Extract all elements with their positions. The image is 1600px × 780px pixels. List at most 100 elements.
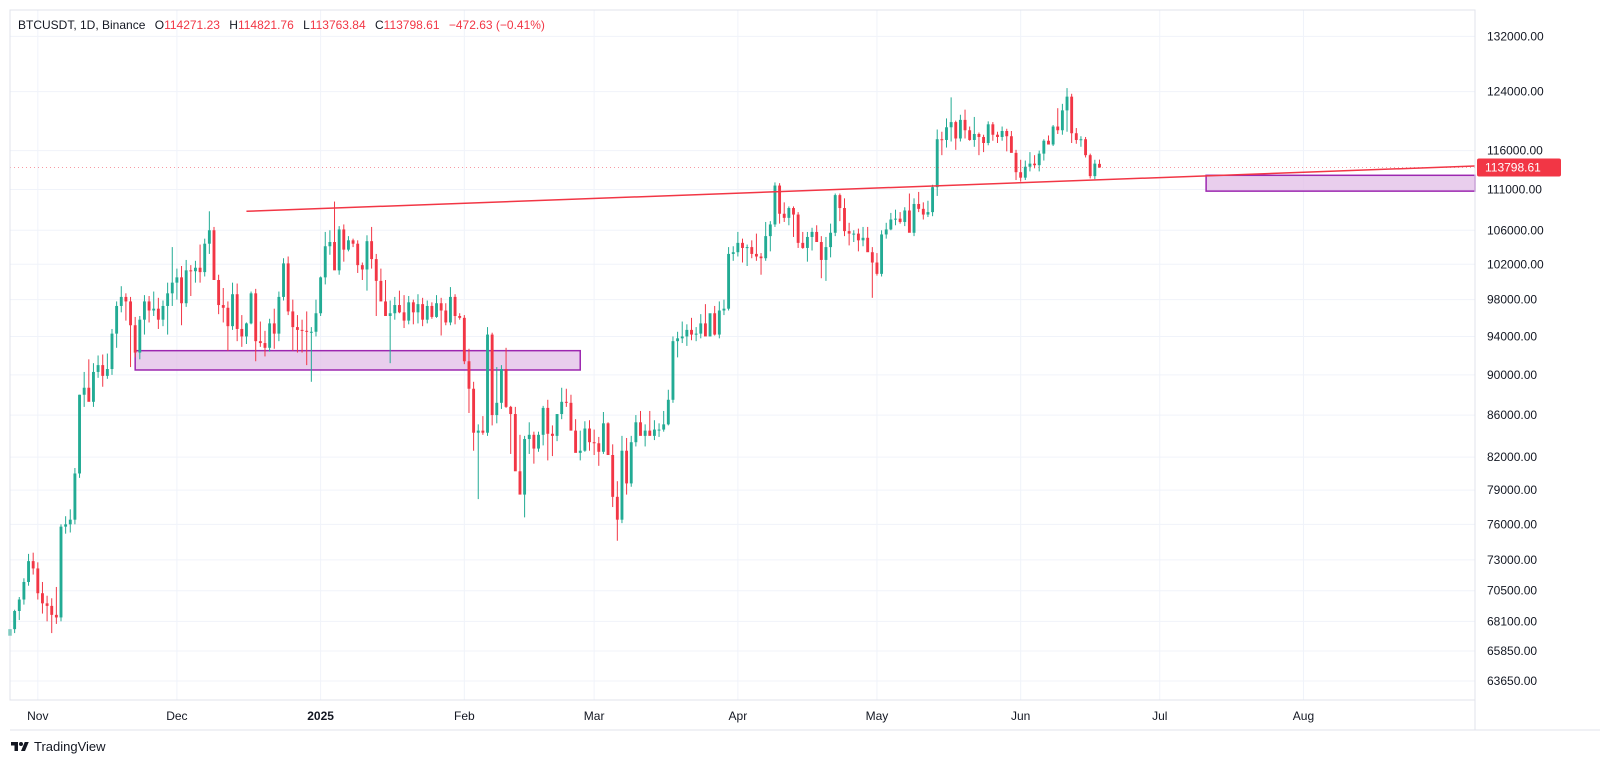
candle [272,308,276,349]
candle-body [954,122,958,139]
candle-body [356,243,360,266]
candle-body [1042,140,1046,154]
candle [245,322,248,345]
candle-body [217,279,221,306]
y-tick-label: 65850.00 [1487,644,1537,658]
candle [365,235,369,291]
y-tick-label: 79000.00 [1487,483,1537,497]
candle-body [1088,155,1092,177]
candle [949,97,953,142]
last-price-badge [1477,158,1561,177]
candle [295,315,299,353]
candle [235,283,239,342]
candle-body [365,241,369,270]
candle-body [402,312,406,321]
candle-body [1047,140,1050,145]
chart-grid [10,10,1475,700]
candle [212,226,216,280]
candle [532,431,536,464]
candle-body [935,139,939,188]
candle-body [601,423,605,452]
candle-body [666,399,670,425]
candle [194,260,197,283]
candle-body [1014,152,1018,173]
candle [606,422,610,456]
candle-body [833,195,837,233]
candle-body [166,293,170,306]
candle [305,311,309,366]
candle-body [972,133,976,140]
candle-body [703,323,707,337]
candle [282,258,285,301]
candle-body [458,316,462,318]
candle-body [291,311,295,328]
candle [523,435,527,518]
candle [639,410,642,436]
x-tick-label: Apr [729,709,748,723]
candle-body [982,136,986,143]
candle-body [907,210,911,233]
candle-body [1074,133,1078,140]
candle [370,226,374,269]
candle-body [490,334,494,416]
candle-body [810,231,814,237]
candle [884,222,888,239]
candle [166,282,170,335]
candle-body [861,237,865,241]
candle [1028,152,1032,172]
candle-body [254,293,258,342]
candle [110,328,114,375]
candle [203,238,207,277]
candle [453,294,457,325]
candle-body [78,394,81,474]
candle-body [1051,126,1055,145]
time-axis[interactable]: Nov Dec 2025 Feb Mar Apr May Jun Jul Aug [27,709,1314,723]
tradingview-branding[interactable]: TradingView [10,739,106,754]
close-label: C [375,18,384,32]
last-price-text: 113798.61 [1485,161,1541,175]
candle [703,304,707,337]
candle-body [82,387,86,395]
candle-body [652,429,656,436]
candle [156,297,160,329]
candle-body [277,296,281,334]
candle-body [741,242,744,248]
candle [903,207,907,227]
candlestick-series [8,88,1101,639]
candle-body [926,212,930,215]
candle [509,405,513,454]
price-axis[interactable]: 132000.00 124000.00 116000.00 111000.00 1060… [1487,29,1544,688]
candle [78,394,81,478]
candle [782,202,786,222]
candle [588,420,591,451]
candle [764,221,768,261]
candle [96,355,100,378]
candle-body [194,267,197,272]
candle [694,327,698,342]
candle [119,286,123,313]
candle-body [499,369,503,403]
candle-body [550,433,554,436]
candle-body [101,365,105,376]
candle [268,318,272,352]
candle-body [574,430,578,453]
high-label: H [229,18,238,32]
candle [629,435,633,487]
candle [666,389,670,426]
candle-body [996,134,999,137]
candle [1070,93,1074,143]
candle [384,279,387,317]
candle-body [676,338,680,342]
candle-body [430,305,434,317]
candle [546,399,550,461]
candle [356,240,360,273]
candle-body [1060,110,1064,131]
candle [263,330,267,357]
candle [671,336,675,403]
candle-body [527,434,531,440]
candle [996,131,999,143]
candle-body [240,328,244,337]
candle [527,422,531,454]
candle-body [212,230,216,280]
